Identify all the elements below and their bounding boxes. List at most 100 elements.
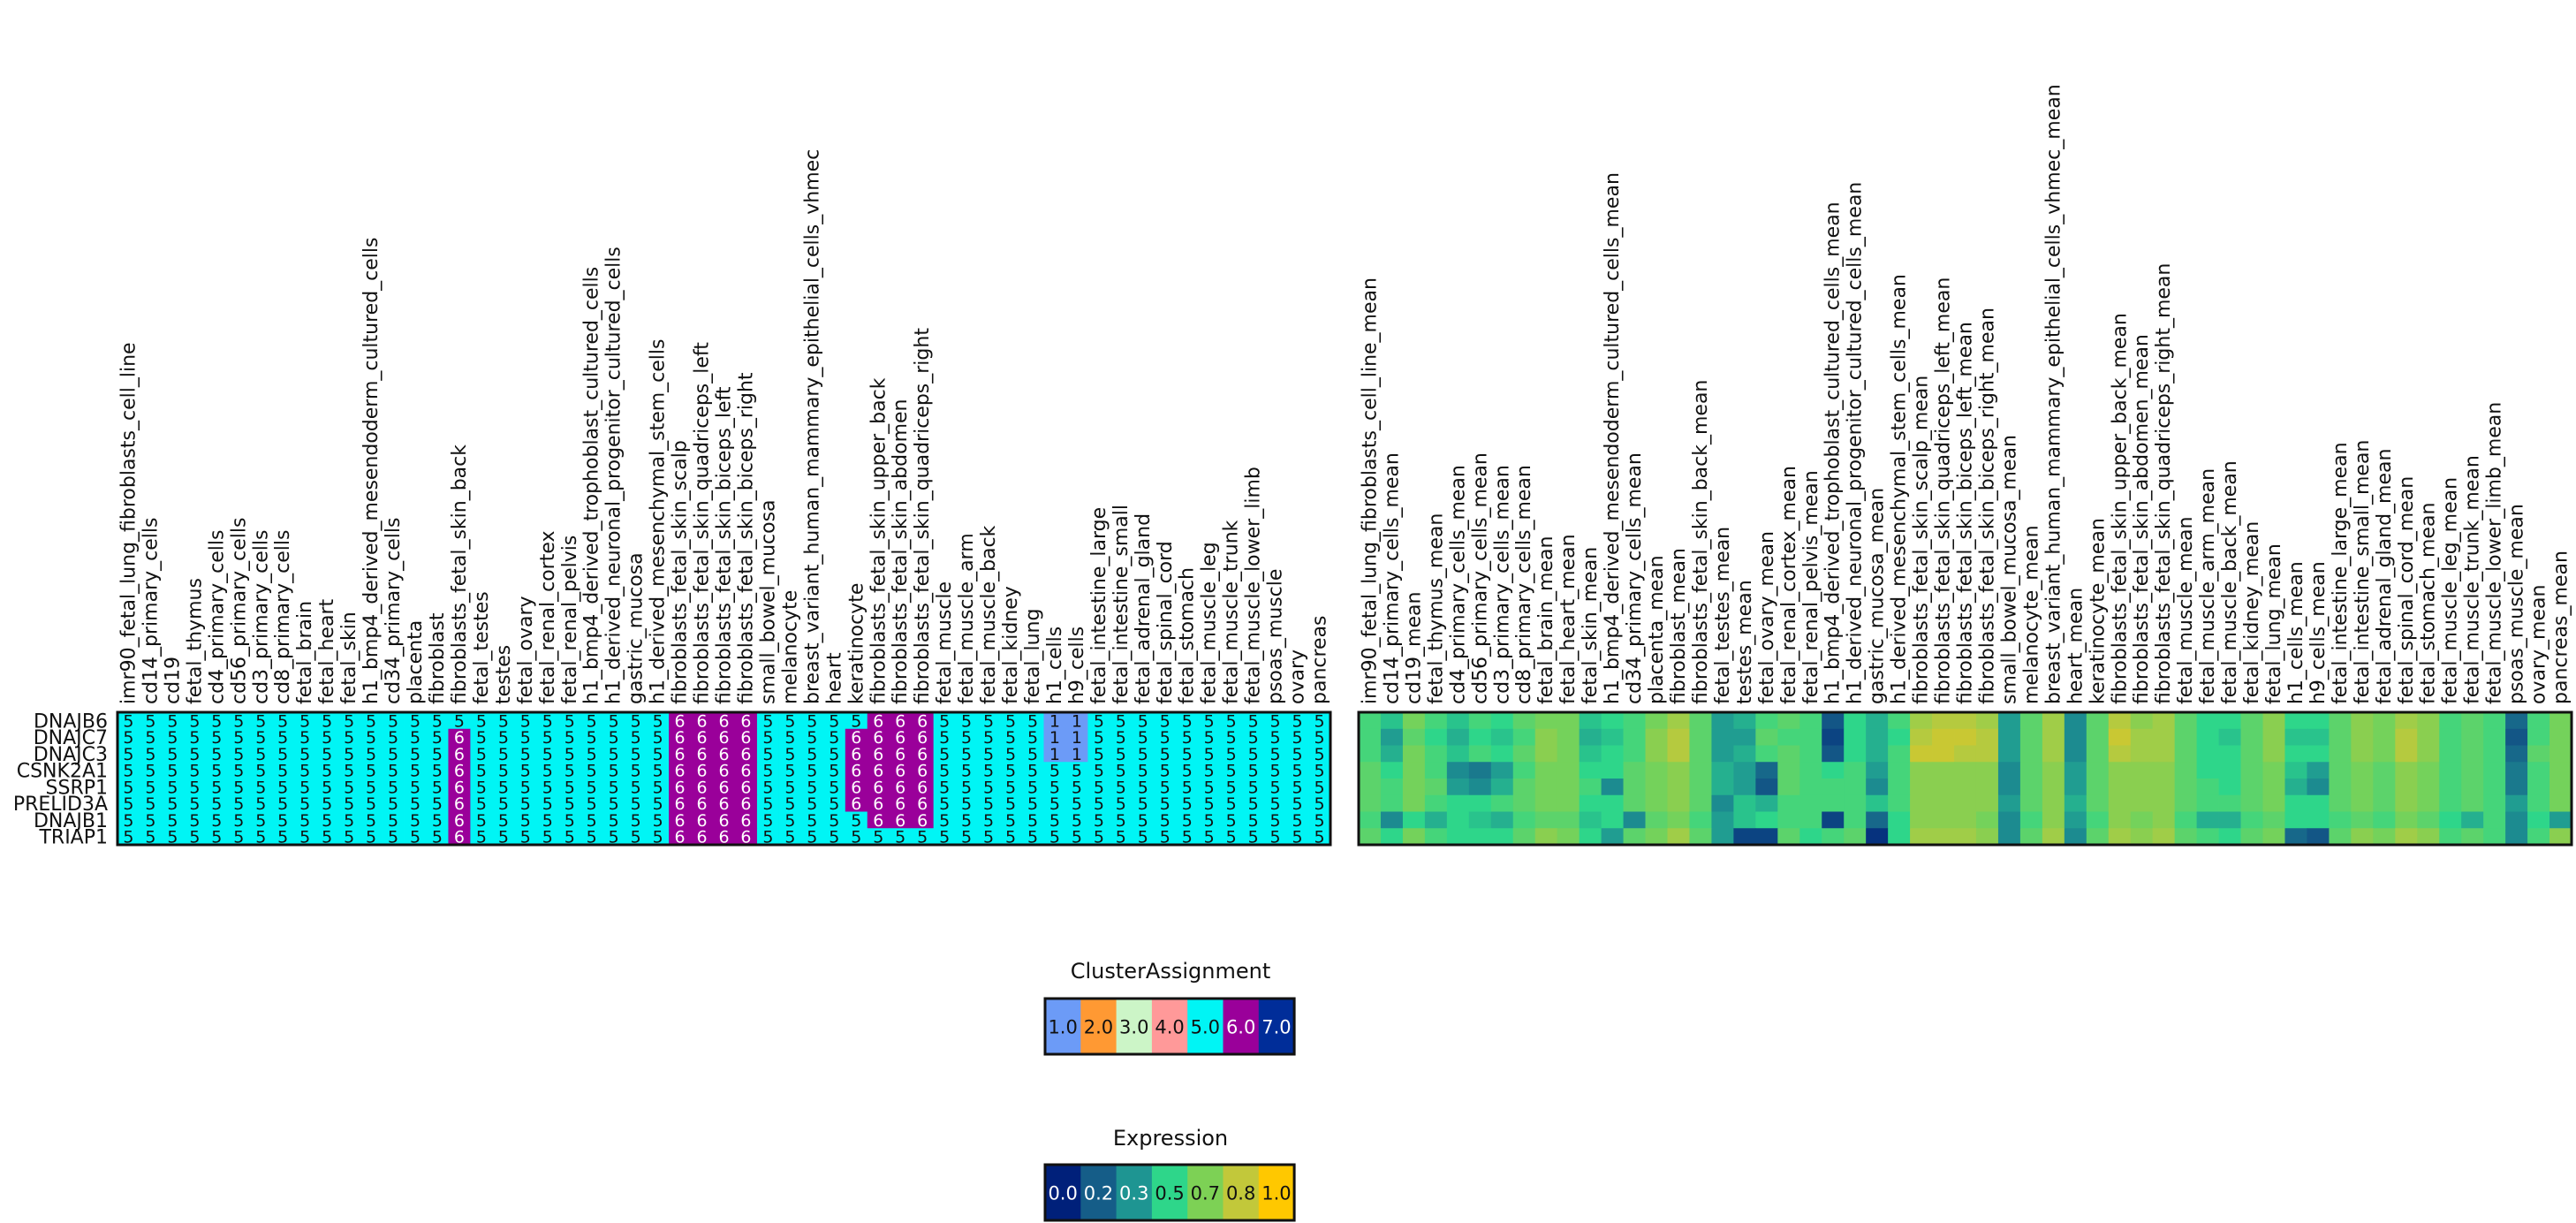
cluster-cell	[1198, 794, 1221, 812]
cluster-cell	[360, 779, 383, 796]
cluster-cell	[800, 728, 824, 746]
cluster-cell	[822, 762, 846, 779]
expression-column-label: cd19_mean	[1403, 592, 1425, 704]
cluster-cell	[1264, 828, 1287, 846]
cluster-cell	[647, 828, 670, 846]
cluster-cell	[448, 828, 471, 846]
expression-column-label: cd56_primary_cells_mean	[1469, 452, 1491, 704]
cluster-cell-label: 6	[675, 745, 686, 764]
expression-cell	[2351, 828, 2374, 846]
expression-cell	[2527, 745, 2550, 763]
cluster-cell-label: 5	[520, 762, 531, 781]
cluster-cell	[691, 762, 714, 779]
cluster-cell	[1110, 779, 1133, 796]
cluster-cell-label: 5	[587, 794, 597, 814]
cluster-column-label: fetal_brain	[294, 601, 316, 704]
cluster-cell	[999, 745, 1022, 763]
cluster-cell-label: 6	[454, 828, 465, 847]
expression-cell	[1446, 728, 1470, 746]
cluster-cell	[867, 811, 890, 829]
expression-cell	[1512, 712, 1536, 730]
cluster-cell	[756, 828, 780, 846]
expression-cell	[2019, 828, 2043, 846]
cluster-cell-label: 5	[1314, 711, 1324, 731]
expression-cell	[1667, 794, 1690, 812]
cluster-column-label: fetal_muscle_lower_limb	[1243, 467, 1265, 704]
cluster-cell	[470, 745, 493, 763]
expression-cell	[1623, 745, 1646, 763]
cluster-cell	[227, 745, 251, 763]
expression-cell	[2196, 712, 2219, 730]
expression-cell	[1359, 728, 1382, 746]
expression-cell	[2262, 762, 2285, 779]
cluster-column-label: fetal_intestine_large	[1088, 507, 1110, 704]
cluster-cell-label: 5	[1138, 745, 1148, 764]
cluster-cell	[1021, 794, 1044, 812]
cluster-cell	[382, 745, 405, 763]
cluster-cell-label: 5	[432, 762, 443, 781]
expression-cell	[1424, 728, 1448, 746]
expression-cell	[1557, 811, 1580, 829]
expression-cell	[2284, 779, 2307, 796]
cluster-column-label: fibroblasts_fetal_skin_abdomen	[890, 399, 912, 705]
expression-cell	[2218, 828, 2241, 846]
cluster-cell	[470, 779, 493, 796]
cluster-cell	[756, 712, 780, 730]
cluster-cell-label: 5	[829, 778, 839, 797]
expression-column-label: fetal_muscle_arm_mean	[2197, 468, 2219, 704]
cluster-cell	[249, 712, 273, 730]
cluster-cell	[778, 779, 802, 796]
cluster-cell-label: 5	[609, 811, 619, 831]
cluster-cell	[669, 745, 692, 763]
expression-cell	[1689, 794, 1712, 812]
cluster-cell-label: 5	[1292, 745, 1303, 764]
expression-cell	[1733, 762, 1756, 779]
cluster-cell	[1308, 745, 1331, 763]
cluster-cell-label: 5	[1094, 778, 1104, 797]
cluster-cell	[514, 779, 537, 796]
expression-cell	[1799, 779, 1822, 796]
expression-cell	[1755, 779, 1778, 796]
cluster-cell-label: 6	[675, 728, 686, 748]
cluster-cell	[756, 779, 780, 796]
cluster-cell	[1043, 828, 1066, 846]
cluster-cell-label: 5	[1027, 711, 1038, 731]
expression-cell	[1424, 745, 1448, 763]
expression-cell	[1359, 712, 1382, 730]
cluster-cell	[1132, 762, 1155, 779]
cluster-cell	[1176, 745, 1199, 763]
cluster-cell-label: 5	[1005, 745, 1016, 764]
cluster-cell-label: 5	[542, 828, 553, 847]
cluster-cell	[183, 728, 207, 746]
cluster-cell	[139, 762, 163, 779]
cluster-cell	[999, 794, 1022, 812]
cluster-cell	[889, 779, 913, 796]
cluster-cell-label: 5	[784, 711, 795, 731]
cluster-cell-label: 5	[322, 811, 332, 831]
cluster-cell	[734, 779, 758, 796]
cluster-cell	[315, 762, 339, 779]
expression-column-label: h1_cells_mean	[2285, 561, 2307, 704]
legend-swatch-label: 0.0	[1048, 1183, 1077, 1204]
cluster-cell-label: 6	[696, 745, 707, 764]
cluster-cell	[1043, 794, 1066, 812]
cluster-cell	[933, 794, 957, 812]
cluster-cell-label: 5	[1292, 794, 1303, 814]
cluster-cell-label: 5	[609, 778, 619, 797]
expression-cell	[2439, 745, 2462, 763]
cluster-cell-label: 5	[189, 828, 200, 847]
cluster-cell-label: 5	[762, 711, 773, 731]
legend-swatch	[1187, 1165, 1224, 1220]
cluster-cell-label: 5	[762, 811, 773, 831]
cluster-cell-label: 5	[167, 811, 178, 831]
expression-cell	[1490, 745, 1514, 763]
expression-cell	[1579, 712, 1602, 730]
cluster-column-label: fibroblasts_fetal_skin_upper_back	[868, 377, 890, 704]
expression-cell	[2174, 728, 2198, 746]
cluster-cell-label: 6	[851, 778, 861, 797]
expression-cell	[1733, 794, 1756, 812]
cluster-cell	[800, 779, 824, 796]
cluster-cell	[205, 779, 229, 796]
cluster-cell-label: 5	[189, 794, 200, 814]
cluster-cell	[360, 811, 383, 829]
